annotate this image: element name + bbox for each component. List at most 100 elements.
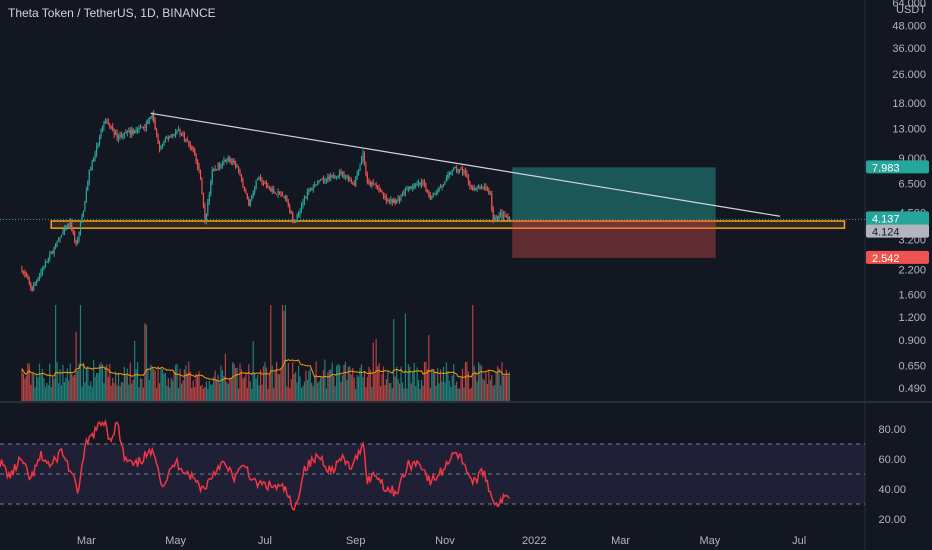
volume-bar (264, 362, 266, 401)
candle (426, 189, 428, 194)
candle (439, 183, 442, 189)
volume-bar (419, 388, 421, 401)
candle (201, 177, 203, 195)
candle-body (104, 121, 106, 124)
candle-body (280, 193, 282, 195)
candle (71, 219, 73, 232)
volume-bar (363, 371, 366, 401)
candle (306, 188, 308, 201)
candle (412, 183, 414, 192)
volume-bar (122, 382, 124, 401)
volume-bar (24, 378, 26, 401)
candle-body (330, 175, 332, 179)
candle (135, 126, 137, 134)
volume-bar (211, 384, 213, 401)
volume-bar (71, 373, 73, 401)
volume-bar (384, 385, 386, 401)
candle-body (469, 181, 471, 186)
volume-bar (197, 376, 199, 401)
volume-bar (371, 387, 373, 401)
candle (185, 138, 187, 143)
candle-body (109, 123, 111, 127)
volume-bar (274, 370, 276, 401)
candle-body (426, 189, 428, 193)
candle (470, 184, 472, 190)
candle (90, 166, 92, 171)
volume-bar (115, 371, 117, 401)
candle (379, 187, 382, 193)
volume-bar (36, 374, 38, 401)
candle-body (422, 181, 424, 183)
price-pane (0, 110, 865, 292)
candle (366, 171, 368, 185)
volume-bar (262, 366, 265, 401)
candle (125, 129, 127, 134)
candle-body (66, 225, 68, 229)
volume-bar (123, 366, 125, 401)
volume-bar (199, 385, 202, 401)
volume-bar (173, 371, 175, 401)
candle (314, 181, 316, 188)
candle (245, 188, 247, 194)
candle-body (90, 168, 92, 171)
candle-body (41, 269, 44, 272)
volume-bar (438, 383, 440, 401)
candle-body (444, 181, 446, 185)
volume-bar (25, 375, 27, 401)
volume-bar (62, 364, 64, 401)
candle-body (360, 159, 363, 165)
volume-bar (248, 364, 250, 401)
volume-bar (175, 364, 177, 401)
volume-bar (100, 362, 102, 401)
candle (50, 251, 52, 255)
candle (445, 174, 447, 182)
candle (425, 182, 427, 192)
candle (407, 186, 409, 193)
candle-body (214, 168, 216, 170)
candle-body (400, 196, 402, 200)
candle-body (163, 141, 165, 145)
candle-body (199, 170, 202, 180)
candle-body (340, 171, 342, 174)
volume-bar (44, 386, 46, 401)
candle (164, 136, 166, 143)
candle-body (333, 175, 335, 178)
volume-bar (344, 361, 346, 401)
volume-bar (306, 379, 308, 401)
candle-body (300, 205, 303, 211)
volume-bar (388, 383, 390, 401)
volume-bar (328, 369, 330, 401)
volume-bar (444, 382, 446, 401)
candle (79, 220, 82, 236)
candle (98, 134, 101, 147)
volume-bar (489, 380, 491, 401)
candle (199, 169, 202, 180)
candle (157, 133, 159, 144)
candle-body (125, 132, 127, 134)
candle (153, 110, 155, 124)
candle (218, 162, 221, 171)
volume-bar (309, 368, 311, 401)
candle-body (232, 160, 234, 162)
target-price-tag-bg (866, 160, 929, 174)
volume-bar (317, 383, 319, 401)
volume-bar (104, 366, 106, 401)
volume-bar (60, 385, 63, 401)
candle (242, 177, 244, 189)
volume-bar (229, 377, 231, 401)
candle-body (138, 127, 140, 130)
volume-bar (261, 384, 263, 401)
candle-body (499, 212, 502, 216)
candle (123, 132, 125, 139)
candle (122, 133, 124, 140)
candle-body (230, 161, 232, 163)
candle-body (290, 212, 292, 214)
candle-body (24, 272, 26, 275)
candle (100, 128, 102, 140)
candle (451, 169, 453, 176)
candle-body (229, 158, 231, 162)
candle (229, 156, 231, 164)
candle (296, 213, 298, 223)
candle (264, 180, 266, 184)
